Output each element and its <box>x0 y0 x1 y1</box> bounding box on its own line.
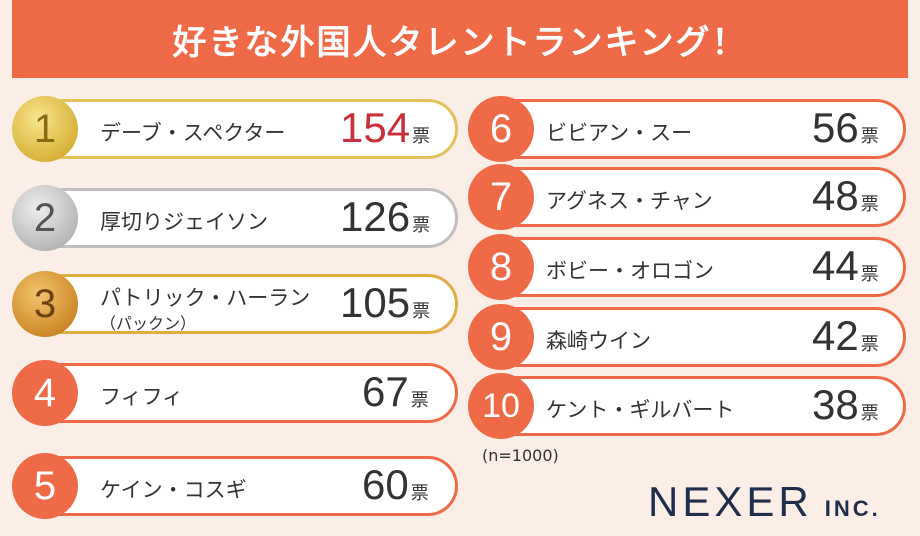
vote-number: 154 <box>340 104 411 151</box>
rank-number: 8 <box>489 244 513 289</box>
rank-badge: 4 <box>12 360 78 426</box>
vote-count: 44 票 <box>812 242 879 290</box>
vote-number: 126 <box>340 193 411 240</box>
vote-unit: 票 <box>412 301 431 322</box>
rank-number: 10 <box>482 386 520 425</box>
vote-unit: 票 <box>860 194 879 215</box>
vote-count: 48 票 <box>812 172 879 220</box>
logo-sub-text: INC. <box>824 496 881 521</box>
logo-main-text: NEXER <box>648 478 813 525</box>
rank-badge: 5 <box>12 453 78 519</box>
vote-unit: 票 <box>860 264 879 285</box>
talent-name: 森崎ウイン <box>546 329 651 353</box>
rank-number: 7 <box>489 174 513 219</box>
rank-number: 6 <box>489 106 513 151</box>
rank-badge: 10 <box>468 373 534 439</box>
vote-number: 60 <box>362 461 409 508</box>
vote-unit: 票 <box>860 126 879 147</box>
vote-unit: 票 <box>410 483 429 504</box>
rank-number: 4 <box>33 370 57 415</box>
vote-number: 38 <box>812 381 859 428</box>
rank-number: 2 <box>33 195 57 240</box>
ranking-row-1 <box>18 99 458 159</box>
vote-count: 105 票 <box>340 279 430 327</box>
vote-unit: 票 <box>860 403 879 424</box>
vote-count: 42 票 <box>812 312 879 360</box>
ranking-row-2 <box>18 188 458 248</box>
ranking-row-10 <box>478 376 906 436</box>
talent-name: パトリック・ハーラン <box>100 286 311 310</box>
talent-name: アグネス・チャン <box>546 189 713 213</box>
sample-size-note: (n=1000) <box>482 446 559 465</box>
talent-nickname: （パックン） <box>100 314 197 333</box>
vote-unit: 票 <box>860 334 879 355</box>
vote-number: 67 <box>362 368 409 415</box>
talent-name: ケント・ギルバート <box>546 398 735 422</box>
vote-number: 56 <box>812 104 859 151</box>
ranking-row-5 <box>18 456 458 516</box>
title-banner: 好きな外国人タレントランキング！ <box>12 0 908 78</box>
vote-count: 126 票 <box>340 193 430 241</box>
vote-number: 48 <box>812 172 859 219</box>
rank-badge: 9 <box>468 304 534 370</box>
vote-unit: 票 <box>410 390 429 411</box>
talent-name: フィフィ <box>100 385 184 409</box>
vote-number: 42 <box>812 312 859 359</box>
vote-number: 105 <box>340 279 411 326</box>
rank-badge: 6 <box>468 96 534 162</box>
vote-count: 67 票 <box>362 368 429 416</box>
ranking-row-6 <box>478 99 906 159</box>
ranking-row-4 <box>18 363 458 423</box>
rank-number: 1 <box>33 106 57 151</box>
talent-name: 厚切りジェイソン <box>100 210 268 234</box>
vote-number: 44 <box>812 242 859 289</box>
rank-badge: 8 <box>468 234 534 300</box>
rank-number: 5 <box>33 463 57 508</box>
talent-name: ビビアン・スー <box>546 121 693 145</box>
talent-name: デーブ・スペクター <box>100 121 286 145</box>
vote-count: 56 票 <box>812 104 879 152</box>
ranking-row-3 <box>18 274 458 334</box>
talent-name: ケイン・コスギ <box>100 478 247 502</box>
vote-unit: 票 <box>412 126 431 147</box>
gold-medal-badge: 1 <box>12 96 78 162</box>
vote-unit: 票 <box>412 215 431 236</box>
talent-name: ボビー・オロゴン <box>546 259 714 283</box>
rank-number: 9 <box>489 314 513 359</box>
vote-count: 60 票 <box>362 461 429 509</box>
vote-count: 38 票 <box>812 381 879 429</box>
rank-number: 3 <box>33 281 57 326</box>
rank-badge: 7 <box>468 164 534 230</box>
nexer-logo: NEXER INC. <box>648 478 881 526</box>
bronze-medal-badge: 3 <box>12 271 78 337</box>
silver-medal-badge: 2 <box>12 185 78 251</box>
ranking-row-8 <box>478 237 906 297</box>
page-title: 好きな外国人タレントランキング！ <box>172 22 748 63</box>
vote-count: 154 票 <box>340 104 430 152</box>
